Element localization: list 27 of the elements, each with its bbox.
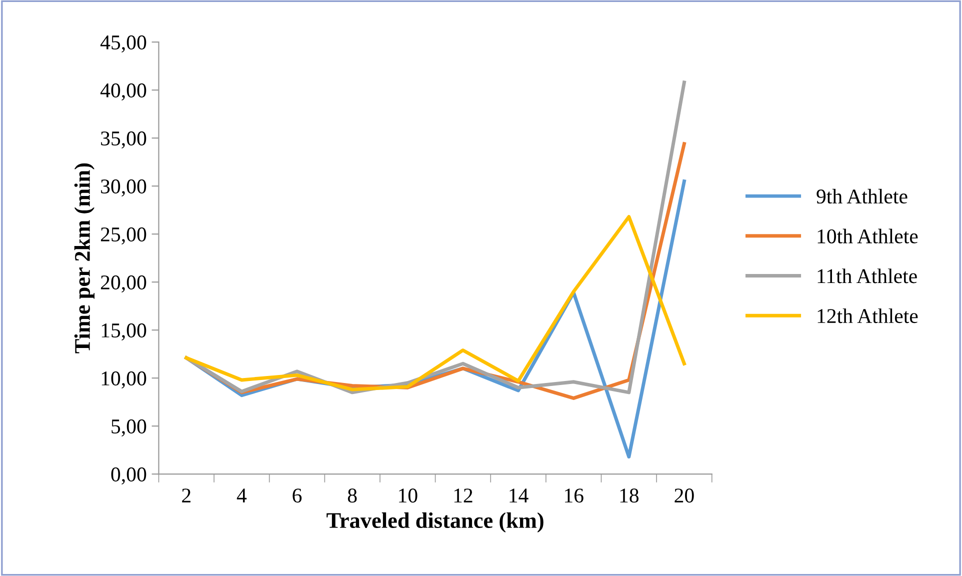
x-tick-label: 2 [182,488,190,502]
line-series [184,215,686,392]
y-tick-label: 30,00 [101,179,146,196]
legend-label: 9th Athlete [816,188,908,204]
x-tick-label: 12 [454,488,472,502]
y-tick-label: 0,00 [111,467,146,484]
x-axis-title: Traveled distance (km) [326,512,544,533]
x-tick-label: 4 [236,488,247,502]
x-tick-label: 10 [399,488,418,503]
x-tick-label: 18 [620,488,639,503]
y-tick-label: 5,00 [112,419,146,436]
y-axis-title: Time per 2km (min) [74,163,94,354]
legend-label: 11th Athlete [818,268,917,284]
y-tick-label: 10,00 [102,371,146,388]
y-tick-label: 15,00 [102,323,146,340]
legend-label: 12th Athlete [818,308,918,324]
x-tick-label: 16 [565,488,584,503]
y-tick-label: 35,00 [101,131,146,148]
x-tick-label: 14 [510,488,528,502]
y-tick-label: 25,00 [100,227,146,244]
y-tick-label: 20,00 [100,275,146,292]
x-tick-label: 6 [292,488,302,503]
y-tick-label: 40,00 [100,83,146,100]
x-tick-label: 8 [348,488,357,503]
y-tick-label: 45,00 [100,35,146,52]
x-tick-label: 20 [674,488,694,503]
legend-label: 10th Athlete [818,228,918,244]
